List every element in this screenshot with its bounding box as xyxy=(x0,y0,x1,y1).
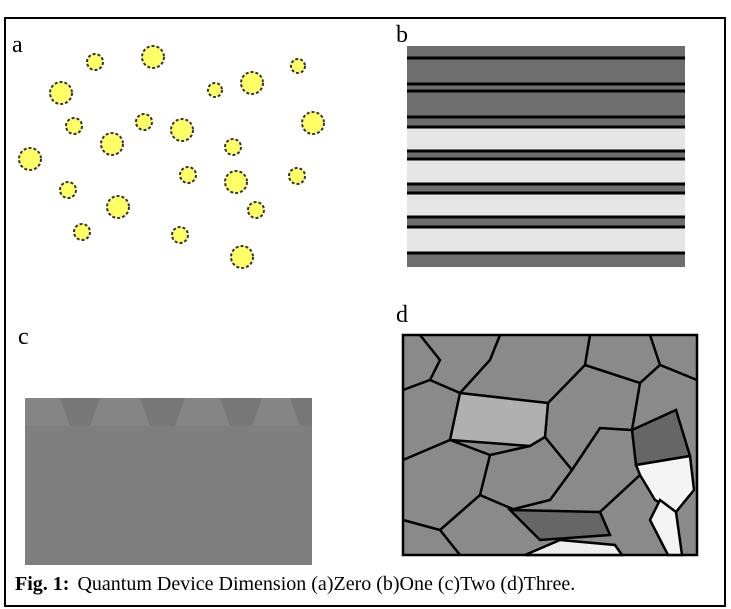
figure: a b c d xyxy=(0,0,731,609)
quantum-dots xyxy=(19,46,324,268)
panel-label: b xyxy=(396,22,408,48)
quantum-well xyxy=(25,398,312,565)
quantum-wires xyxy=(407,46,685,267)
caption-prefix: Fig. 1: xyxy=(15,573,69,595)
bulk-grains xyxy=(403,335,697,555)
caption-text: Quantum Device Dimension (a)Zero (b)One … xyxy=(77,573,575,595)
caption: Fig. 1: Quantum Device Dimension (a)Zero … xyxy=(15,573,575,595)
panel-label: c xyxy=(18,324,29,350)
panel-label: a xyxy=(12,32,23,58)
panel-label: d xyxy=(396,302,408,328)
